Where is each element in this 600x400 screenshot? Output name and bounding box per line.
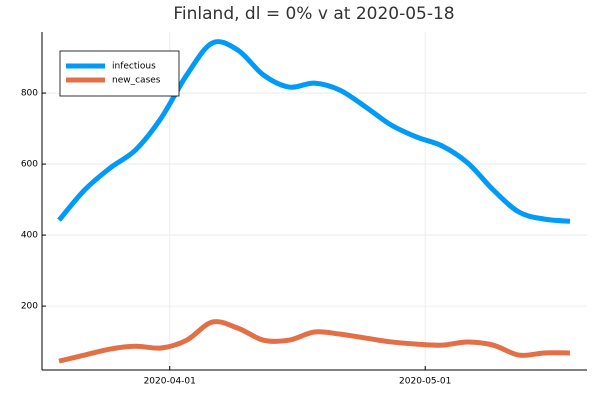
legend-box — [59, 50, 180, 97]
y-tick-label: 600 — [21, 160, 38, 170]
x-tick-label: 2020-05-01 — [399, 377, 451, 387]
legend-label: new_cases — [112, 76, 161, 86]
y-tick-label: 800 — [21, 89, 38, 99]
x-tick-label: 2020-04-01 — [144, 377, 196, 387]
chart-title: Finland, dl = 0% v at 2020-05-18 — [173, 4, 454, 24]
line — [57, 39, 571, 224]
legend: infectious new_cases — [59, 50, 180, 97]
legend-label: infectious — [112, 62, 156, 72]
y-tick-label: 200 — [21, 302, 38, 312]
line — [58, 319, 570, 364]
y-tick-label: 400 — [21, 231, 38, 241]
